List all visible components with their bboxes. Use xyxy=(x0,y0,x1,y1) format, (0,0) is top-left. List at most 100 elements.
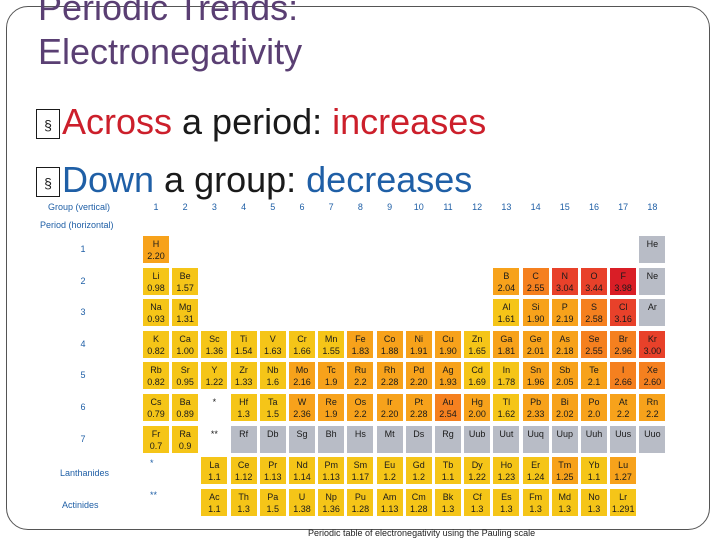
element-cell: Re 1.9 xyxy=(317,393,346,422)
element-symbol: Rf xyxy=(239,428,249,439)
element-cell: Yb 1.1 xyxy=(580,456,608,485)
element-symbol: No xyxy=(588,492,600,502)
element-symbol: Au xyxy=(442,397,454,407)
element-electronegativity: 3.04 xyxy=(556,282,574,293)
element-cell: Ga 1.81 xyxy=(492,329,521,359)
element-electronegativity: 2.01 xyxy=(526,345,545,356)
element-symbol: Rh xyxy=(383,365,396,376)
group-number: 16 xyxy=(588,202,599,212)
element-cell: Dy 1.22 xyxy=(463,456,492,485)
element-cell: Mg 1.31 xyxy=(171,298,200,328)
element-symbol: W xyxy=(297,397,307,407)
group-number: 4 xyxy=(241,202,247,212)
element-symbol: Cl xyxy=(618,302,628,313)
element-symbol: Fr xyxy=(151,428,161,439)
element-electronegativity: 2.1 xyxy=(587,377,601,388)
period-number: 6 xyxy=(80,402,86,412)
group-number: 2 xyxy=(182,202,188,212)
element-cell: Rg xyxy=(434,424,462,454)
element-symbol: Cm xyxy=(411,492,426,502)
element-electronegativity: 2.55 xyxy=(585,345,603,356)
element-cell: Te 2.1 xyxy=(580,361,608,391)
element-electronegativity: 2.33 xyxy=(526,409,545,419)
element-electronegativity: 3.16 xyxy=(614,314,632,325)
element-cell: H 2.20 xyxy=(142,235,170,264)
element-electronegativity: 1.65 xyxy=(468,345,486,356)
element-cell: In 1.78 xyxy=(492,361,521,391)
element-electronegativity: 0.82 xyxy=(147,345,165,356)
element-cell: Ta 1.5 xyxy=(258,393,287,422)
element-electronegativity: 2.2 xyxy=(616,409,630,419)
element-symbol: Uuo xyxy=(644,428,661,439)
element-cell: Fm 1.3 xyxy=(521,488,550,517)
element-electronegativity: 0.7 xyxy=(149,440,163,451)
element-symbol: Tc xyxy=(326,365,336,376)
element-electronegativity: 1.23 xyxy=(497,472,516,482)
element-cell: Nb 1.6 xyxy=(258,361,287,391)
element-electronegativity: 1.3 xyxy=(470,504,484,514)
element-cell: Sc 1.36 xyxy=(200,329,229,359)
element-electronegativity: 2.60 xyxy=(643,377,662,388)
element-electronegativity: 1.3 xyxy=(529,504,542,514)
element-symbol: Ba xyxy=(179,397,191,407)
element-cell: Ra 0.9 xyxy=(171,424,200,454)
element-cell: Si 1.90 xyxy=(521,298,550,328)
element-symbol: Pb xyxy=(530,397,542,407)
group-number: 17 xyxy=(618,202,629,212)
element-symbol: Pm xyxy=(324,460,338,470)
element-symbol: Ag xyxy=(442,365,454,376)
period-number: 5 xyxy=(80,370,86,381)
element-symbol: Nd xyxy=(296,460,308,470)
element-symbol: Tm xyxy=(558,460,572,470)
group-axis-label: Group (vertical) xyxy=(48,202,111,212)
element-symbol: Os xyxy=(354,397,367,407)
element-cell: Tc 1.9 xyxy=(317,361,346,391)
element-electronegativity: 1.2 xyxy=(412,472,426,482)
element-cell: Ir 2.20 xyxy=(375,393,404,422)
group-number: 9 xyxy=(387,202,393,212)
element-cell: Fr 0.7 xyxy=(142,424,170,454)
element-cell: Pb 2.33 xyxy=(521,393,550,422)
element-symbol: Re xyxy=(325,397,337,407)
element-electronegativity: 1.33 xyxy=(234,377,253,388)
element-symbol: Se xyxy=(588,333,600,344)
element-electronegativity: 1.12 xyxy=(234,472,253,482)
element-cell: Cl 3.16 xyxy=(609,298,638,328)
element-symbol: Rg xyxy=(442,428,454,439)
bullet-down-group: § Down a group: decreases xyxy=(36,160,472,200)
bullet-middle: a period: xyxy=(172,101,333,142)
element-cell: B 2.04 xyxy=(492,266,521,296)
group-number: 5 xyxy=(270,202,276,212)
element-electronegativity: 2.18 xyxy=(556,345,574,356)
element-electronegativity: 2.16 xyxy=(293,377,311,388)
element-cell: I 2.66 xyxy=(609,361,638,391)
element-cell: Rf xyxy=(229,424,258,454)
element-electronegativity: 2.2 xyxy=(354,409,367,419)
element-electronegativity: 1.22 xyxy=(205,377,224,388)
element-symbol: Pu xyxy=(354,492,366,502)
element-symbol: In xyxy=(502,365,511,376)
element-symbol: O xyxy=(590,270,598,281)
element-symbol: Pd xyxy=(413,365,425,376)
bullet-marker-icon: § xyxy=(36,109,60,140)
element-cell: Co 1.88 xyxy=(375,329,404,359)
element-symbol: B xyxy=(503,270,510,281)
element-symbol: Sc xyxy=(209,333,220,344)
group-number: 18 xyxy=(647,202,658,212)
element-electronegativity: 2.66 xyxy=(614,377,632,388)
element-electronegativity: 2.00 xyxy=(468,409,486,419)
element-cell: Cu 1.90 xyxy=(434,329,462,359)
element-electronegativity: 1.63 xyxy=(264,345,282,356)
element-symbol: Pt xyxy=(414,397,424,407)
element-symbol: Md xyxy=(558,492,572,502)
element-cell: Pt 2.28 xyxy=(404,393,433,422)
element-symbol: Na xyxy=(150,302,162,313)
period-number: 7 xyxy=(80,433,86,444)
element-cell: Zr 1.33 xyxy=(229,361,258,391)
element-symbol: Ra xyxy=(179,428,191,439)
group-number: 11 xyxy=(443,202,453,212)
element-cell: Au 2.54 xyxy=(434,393,462,422)
element-symbol: Rn xyxy=(646,397,659,407)
element-cell: Kr 3.00 xyxy=(638,329,667,359)
element-electronegativity: 1.9 xyxy=(324,409,338,419)
